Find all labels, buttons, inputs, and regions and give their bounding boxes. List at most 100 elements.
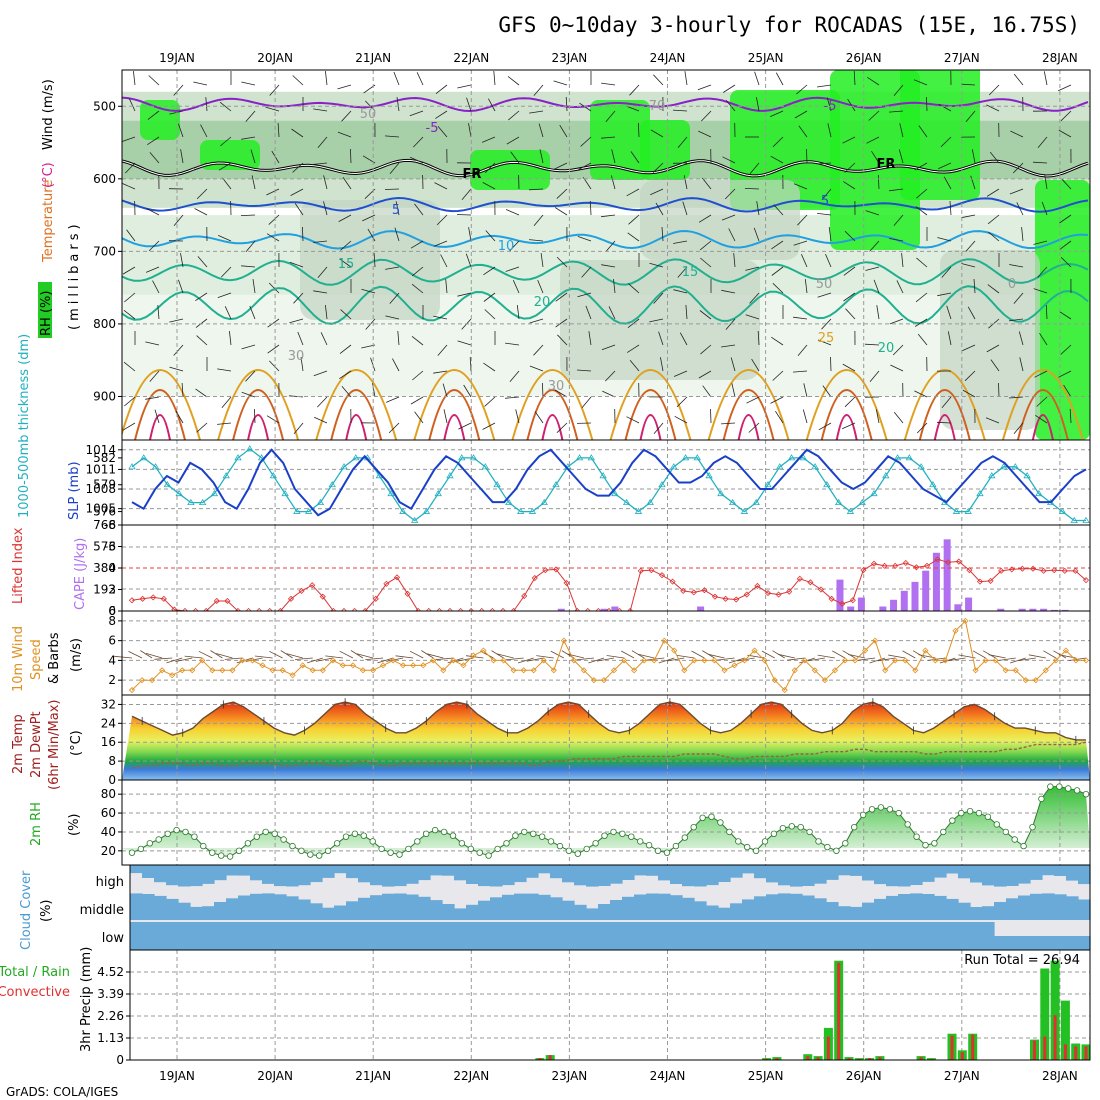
wind-barb	[864, 343, 880, 346]
wind-barb	[749, 292, 760, 304]
wind-barb	[730, 357, 736, 372]
cloud-high-bar	[490, 865, 503, 887]
wind-barb	[245, 370, 256, 382]
wind-barb	[313, 240, 328, 243]
wind10-barb	[145, 653, 163, 659]
lifted-index-marker	[934, 556, 941, 563]
lifted-index-marker	[955, 558, 962, 565]
wind-barb	[842, 136, 856, 144]
wind-barb	[481, 136, 496, 143]
wind-barb	[658, 331, 664, 346]
wind-barb	[889, 238, 904, 242]
precip-conv-bar	[878, 1057, 882, 1060]
wind10-marker	[359, 667, 367, 674]
rh2m-marker	[414, 838, 421, 845]
rh2m-marker	[1038, 795, 1045, 803]
wind10-marker	[932, 657, 939, 664]
thickness-marker	[528, 507, 537, 514]
plus5-isotherm	[122, 196, 1089, 213]
lifted-index-marker	[966, 567, 973, 574]
wind-barb	[803, 383, 808, 398]
wind10-barb	[128, 651, 143, 659]
wind-barb	[941, 266, 952, 278]
rh2m-marker	[458, 840, 466, 847]
thickness-marker	[269, 472, 278, 479]
cape-bar	[1018, 608, 1026, 611]
cloud-middle-bar	[298, 899, 311, 920]
precip-axis-label: 3hr Precip (mm)	[79, 947, 94, 1052]
rh2m-marker	[164, 830, 171, 837]
cloud-high-bar	[562, 865, 575, 883]
wind10-marker	[892, 657, 899, 664]
wind10-marker	[1022, 677, 1029, 684]
wind-barb	[720, 422, 736, 425]
thickness-marker	[128, 463, 136, 470]
wind-barb	[588, 331, 592, 346]
wind-barb	[751, 358, 760, 372]
wind-barb	[249, 305, 256, 320]
cloud-middle-bar	[778, 893, 791, 920]
rh2m-marker	[280, 836, 287, 843]
wind-barb	[917, 333, 928, 346]
wind-barb	[725, 99, 736, 112]
wind-barb	[542, 382, 544, 398]
contour-label: 30	[548, 379, 565, 394]
date-label-top: 19JAN	[159, 51, 195, 65]
rh2m-marker	[360, 832, 367, 839]
wind-barb	[220, 136, 232, 147]
rh2m-marker	[726, 828, 733, 836]
rh2m-marker	[503, 840, 510, 847]
precip-conv-bar	[538, 1058, 542, 1060]
wind10-marker	[811, 667, 818, 674]
wind-barb	[395, 201, 400, 216]
wind-barb	[797, 344, 808, 356]
rh2m-marker	[895, 809, 902, 817]
cloud-high-bar	[982, 865, 995, 886]
wind10-marker	[309, 667, 316, 674]
wind-barb	[338, 214, 352, 222]
plus35-isotherm	[443, 414, 466, 440]
rh2m-panel: 80 60 40 20 2m RH (%)	[29, 779, 1091, 866]
wind-barb	[722, 84, 736, 93]
lifted-index-marker	[923, 562, 931, 569]
rh2m-marker	[877, 804, 885, 811]
wind-barb	[770, 155, 784, 164]
wind-barb	[973, 278, 976, 294]
wind-barb	[816, 162, 832, 165]
tick-label: 192	[93, 583, 116, 597]
tick-label: 2.26	[97, 1009, 124, 1023]
plus35-isotherm	[835, 414, 858, 440]
wind10-marker	[882, 667, 889, 674]
wind-barb	[889, 188, 904, 192]
wind-barb	[529, 239, 544, 242]
cloud-middle-bar	[394, 893, 407, 920]
lifted-index-marker	[913, 564, 920, 571]
plus30-isotherm	[722, 389, 775, 440]
thickness-marker	[893, 454, 902, 461]
wind-barb	[898, 149, 904, 164]
cloud-high-bar	[826, 865, 839, 880]
contour-label: 10	[498, 239, 515, 254]
rh2m-marker	[610, 828, 617, 836]
wind-barb	[313, 290, 328, 294]
wind-barb	[843, 266, 856, 276]
wind-barb	[217, 292, 232, 298]
lifted-index-marker	[701, 587, 708, 594]
wind-barb	[556, 256, 568, 268]
cloud-low-bar	[886, 922, 899, 950]
thickness-marker	[752, 498, 760, 506]
lifted-index-marker	[1061, 567, 1068, 574]
wind-barb	[205, 97, 208, 112]
cape-bar	[611, 606, 619, 611]
cloud-high-bar	[214, 865, 227, 881]
wind-barb	[771, 266, 784, 276]
wind-barb	[1013, 292, 1024, 304]
cloud-middle-bar	[790, 893, 803, 920]
wind-barb	[853, 70, 856, 86]
wind-barb	[943, 176, 952, 190]
rh2m-marker	[583, 845, 590, 853]
wind-barb	[222, 177, 232, 190]
cloud-low-bar	[922, 922, 935, 950]
cloud-low-bar	[706, 922, 719, 950]
